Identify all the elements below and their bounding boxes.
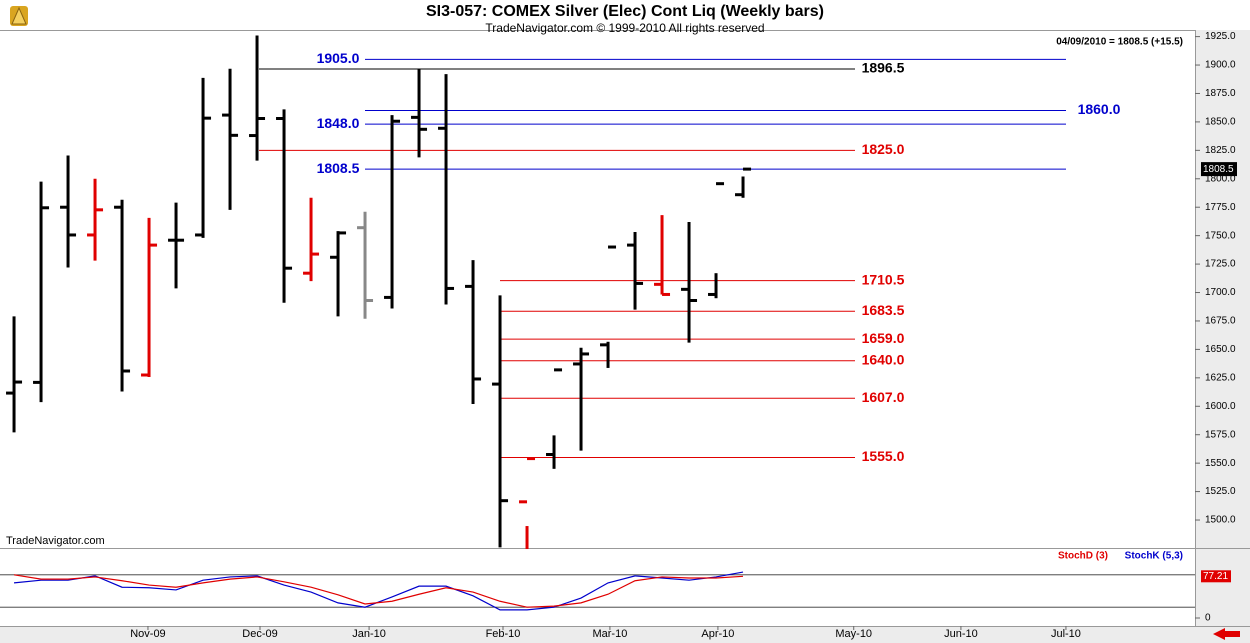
date-axis-bg	[0, 626, 1250, 643]
y-tick-label: 1700.0	[1205, 287, 1236, 298]
y-tick-label: 1725.0	[1205, 259, 1236, 270]
chart-subtitle: TradeNavigator.com © 1999-2010 All right…	[485, 21, 764, 35]
x-tick-label: Jun-10	[944, 628, 978, 640]
watermark: TradeNavigator.com	[6, 535, 105, 547]
level-label: 1896.5	[862, 60, 905, 76]
level-label: 1640.0	[862, 351, 905, 367]
level-label: 1825.0	[862, 141, 905, 157]
chart-title: SI3-057: COMEX Silver (Elec) Cont Liq (W…	[426, 3, 824, 20]
x-tick-label: Dec-09	[242, 628, 277, 640]
last-bar-info: 04/09/2010 = 1808.5 (+15.5)	[1056, 37, 1183, 48]
level-label: 1710.5	[862, 271, 905, 287]
level-label: 1808.5	[317, 160, 360, 176]
y-tick-label: 1550.0	[1205, 458, 1236, 469]
last-price-label: 1808.5	[1203, 164, 1234, 175]
x-tick-label: Nov-09	[130, 628, 165, 640]
level-label: 1860.0	[1078, 101, 1121, 117]
price-axis-bg	[1195, 30, 1250, 626]
x-tick-label: Apr-10	[701, 628, 734, 640]
last-price-tag	[1201, 162, 1237, 177]
last-stoch-label: 77.21	[1203, 571, 1228, 582]
y-tick-label: 1925.0	[1205, 31, 1236, 42]
y-tick-label: 1775.0	[1205, 202, 1236, 213]
y-tick-label: 1575.0	[1205, 429, 1236, 440]
y-tick-label: 1850.0	[1205, 117, 1236, 128]
y-tick-label: 1825.0	[1205, 145, 1236, 156]
y-tick-label: 1525.0	[1205, 486, 1236, 497]
level-label: 1607.0	[862, 389, 905, 405]
x-tick-label: Mar-10	[592, 628, 627, 640]
level-label: 1683.5	[862, 302, 905, 318]
stoch-line	[13, 574, 744, 608]
logo	[10, 6, 28, 26]
legend-entry: StochK (5,3)	[1125, 551, 1183, 562]
level-label: 1848.0	[317, 115, 360, 131]
x-tick-label: Jan-10	[352, 628, 386, 640]
y-tick-label: 1900.0	[1205, 60, 1236, 71]
y-tick-label: 1750.0	[1205, 230, 1236, 241]
scroll-arrow[interactable]	[1213, 628, 1240, 640]
x-tick-label: May-10	[835, 628, 872, 640]
y-tick-label: 1875.0	[1205, 88, 1236, 99]
y-tick-label: 1600.0	[1205, 401, 1236, 412]
last-stoch-tag	[1201, 570, 1231, 583]
level-label: 1905.0	[317, 50, 360, 66]
level-label: 1659.0	[862, 330, 905, 346]
y-tick-label: 1800.0	[1205, 173, 1236, 184]
x-tick-label: Feb-10	[486, 628, 521, 640]
y-tick-label: 1625.0	[1205, 372, 1236, 383]
level-label: 1555.0	[862, 448, 905, 464]
y-tick-label: 0	[1205, 613, 1211, 624]
y-tick-label: 1675.0	[1205, 316, 1236, 327]
y-tick-label: 1650.0	[1205, 344, 1236, 355]
x-tick-label: Jul-10	[1051, 628, 1081, 640]
y-tick-label: 1500.0	[1205, 515, 1236, 526]
legend-entry: StochD (3)	[1058, 551, 1108, 562]
